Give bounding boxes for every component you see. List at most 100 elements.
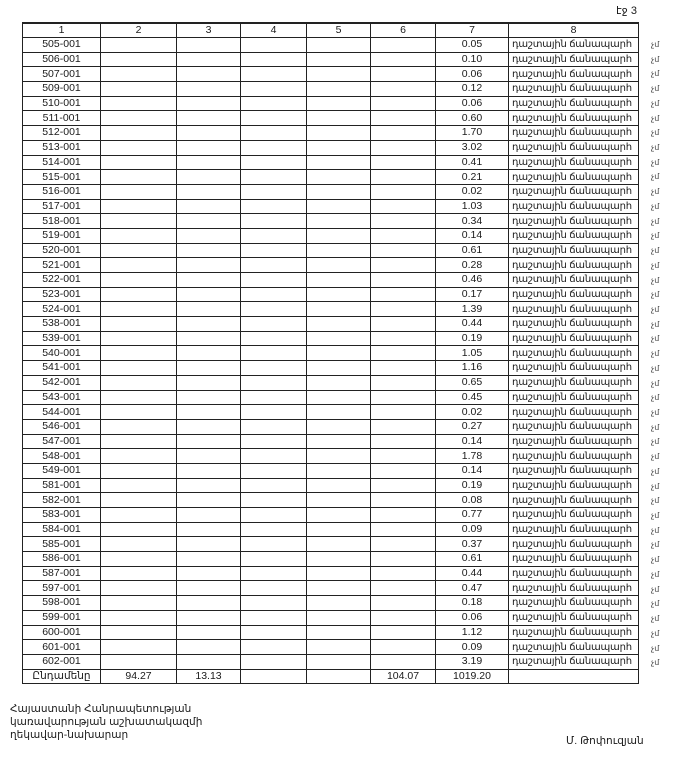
- empty-cell-5: [306, 272, 371, 288]
- signature-title-line: կառավարության աշխատակազմի: [10, 716, 203, 728]
- row-margin-mark: չմ: [651, 540, 660, 550]
- area-cell: 1.70: [435, 125, 509, 141]
- empty-cell-3: [176, 595, 241, 611]
- empty-cell-5: [306, 330, 371, 347]
- empty-cell-3: [176, 521, 241, 538]
- empty-cell-2: [100, 154, 177, 171]
- table-row: 586-001 0.61 դաշտային ճանապարհ: [22, 551, 639, 567]
- empty-cell-2: [100, 110, 177, 127]
- empty-cell-3: [176, 37, 241, 53]
- parcel-code: 547-001: [22, 433, 101, 450]
- empty-cell-2: [100, 227, 177, 244]
- table-row: 523-001 0.17 դաշտային ճանապարհ: [22, 286, 639, 303]
- table-row: 546-001 0.27 դաշտային ճանապարհ: [22, 418, 639, 435]
- empty-cell-4: [240, 507, 307, 523]
- land-type-cell: դաշտային ճանապարհ: [508, 507, 639, 523]
- land-type-cell: դաշտային ճանապարհ: [508, 418, 639, 435]
- land-type-cell: դաշտային ճանապարհ: [508, 272, 639, 288]
- land-type-cell: դաշտային ճանապարհ: [508, 81, 639, 97]
- table-row: 519-001 0.14 դաշտային ճանապարհ: [22, 227, 639, 244]
- row-margin-mark: չմ: [651, 98, 660, 108]
- land-type-cell: դաշտային ճանապարհ: [508, 257, 639, 273]
- parcel-code: 523-001: [22, 286, 101, 303]
- empty-cell-3: [176, 653, 241, 670]
- empty-cell-4: [240, 95, 307, 112]
- empty-cell-3: [176, 639, 241, 655]
- table-row: 599-001 0.06 դաշտային ճանապարհ: [22, 609, 639, 626]
- parcel-code: 548-001: [22, 448, 101, 464]
- empty-cell-2: [100, 639, 177, 655]
- empty-cell-3: [176, 345, 241, 362]
- area-cell: 0.19: [435, 477, 509, 494]
- area-cell: 0.44: [435, 316, 509, 332]
- empty-cell-3: [176, 242, 241, 259]
- table-row: 598-001 0.18 դաշտային ճանապարհ: [22, 595, 639, 611]
- empty-cell-2: [100, 316, 177, 332]
- area-cell: 0.02: [435, 404, 509, 420]
- empty-cell-3: [176, 154, 241, 171]
- empty-cell-4: [240, 110, 307, 127]
- row-margin-mark: չմ: [651, 157, 660, 167]
- empty-cell-6: [370, 213, 436, 229]
- table-row: 585-001 0.37 դաշտային ճանապարհ: [22, 536, 639, 553]
- parcel-code: 513-001: [22, 139, 101, 156]
- empty-cell-2: [100, 286, 177, 303]
- table-row: 542-001 0.65 դաշտային ճանապարհ: [22, 374, 639, 391]
- empty-cell-2: [100, 551, 177, 567]
- empty-cell-6: [370, 95, 436, 112]
- empty-cell-2: [100, 536, 177, 553]
- empty-cell-5: [306, 154, 371, 171]
- empty-cell-4: [240, 330, 307, 347]
- area-cell: 0.17: [435, 286, 509, 303]
- empty-cell-3: [176, 330, 241, 347]
- parcel-code: 507-001: [22, 66, 101, 83]
- empty-cell-6: [370, 272, 436, 288]
- row-margin-mark: չմ: [651, 54, 660, 64]
- empty-cell-5: [306, 37, 371, 53]
- parcel-code: 516-001: [22, 183, 101, 200]
- parcel-code: 510-001: [22, 95, 101, 112]
- header-row: 1 2 3 4 5 6 7 8: [22, 22, 639, 38]
- table-row: 548-001 1.78 դաշտային ճանապարհ: [22, 448, 639, 464]
- parcel-code: 549-001: [22, 462, 101, 479]
- empty-cell-2: [100, 272, 177, 288]
- row-margin-mark: չմ: [651, 452, 660, 462]
- empty-cell-2: [100, 139, 177, 156]
- parcel-code: 515-001: [22, 169, 101, 185]
- table-row: 509-001 0.12 դաշտային ճանապարհ: [22, 81, 639, 97]
- empty-cell-4: [240, 81, 307, 97]
- empty-cell-2: [100, 609, 177, 626]
- empty-cell-6: [370, 389, 436, 406]
- area-cell: 0.34: [435, 213, 509, 229]
- table-row: 541-001 1.16 դաշտային ճանապարհ: [22, 360, 639, 376]
- area-cell: 0.41: [435, 154, 509, 171]
- empty-cell-5: [306, 507, 371, 523]
- row-margin-mark: չմ: [651, 69, 660, 79]
- row-margin-mark: չմ: [651, 466, 660, 476]
- parcel-code: 583-001: [22, 507, 101, 523]
- parcel-code: 600-001: [22, 624, 101, 641]
- empty-cell-4: [240, 139, 307, 156]
- empty-cell-5: [306, 521, 371, 538]
- land-type-cell: դաշտային ճանապարհ: [508, 316, 639, 332]
- row-margin-mark: չմ: [651, 658, 660, 668]
- empty-cell-2: [100, 257, 177, 273]
- land-type-cell: դաշտային ճանապարհ: [508, 154, 639, 171]
- parcel-code: 506-001: [22, 51, 101, 68]
- row-margin-mark: չմ: [651, 643, 660, 653]
- land-type-cell: դաշտային ճանապարհ: [508, 433, 639, 450]
- row-margin-mark: չմ: [651, 231, 660, 241]
- empty-cell-4: [240, 521, 307, 538]
- empty-cell-2: [100, 389, 177, 406]
- empty-cell-4: [240, 448, 307, 464]
- empty-cell-4: [240, 492, 307, 508]
- empty-cell-3: [176, 51, 241, 68]
- area-cell: 0.47: [435, 580, 509, 597]
- empty-cell-3: [176, 374, 241, 391]
- signature-title-line: Հայաստանի Հանրապետության: [10, 703, 192, 715]
- empty-cell-6: [370, 595, 436, 611]
- table-row: 587-001 0.44 դաշտային ճանապարհ: [22, 565, 639, 582]
- empty-cell-6: [370, 477, 436, 494]
- empty-cell-2: [100, 242, 177, 259]
- table-row: 524-001 1.39 դաշտային ճանապարհ: [22, 301, 639, 318]
